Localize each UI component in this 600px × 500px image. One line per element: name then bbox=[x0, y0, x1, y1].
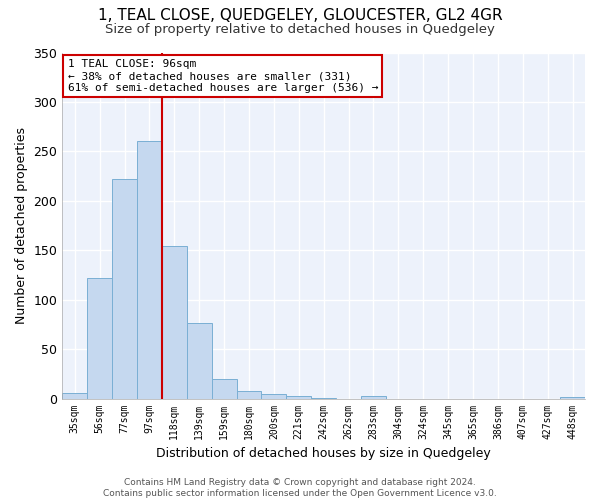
Bar bbox=[87, 278, 112, 398]
Bar bbox=[62, 392, 87, 398]
Bar bbox=[286, 396, 311, 398]
Bar bbox=[560, 396, 585, 398]
Bar bbox=[236, 390, 262, 398]
Text: Size of property relative to detached houses in Quedgeley: Size of property relative to detached ho… bbox=[105, 22, 495, 36]
Bar bbox=[162, 246, 187, 398]
Text: 1, TEAL CLOSE, QUEDGELEY, GLOUCESTER, GL2 4GR: 1, TEAL CLOSE, QUEDGELEY, GLOUCESTER, GL… bbox=[98, 8, 502, 22]
Bar bbox=[212, 379, 236, 398]
Bar bbox=[361, 396, 386, 398]
Bar bbox=[112, 179, 137, 398]
Text: 1 TEAL CLOSE: 96sqm
← 38% of detached houses are smaller (331)
61% of semi-detac: 1 TEAL CLOSE: 96sqm ← 38% of detached ho… bbox=[68, 60, 378, 92]
Text: Contains HM Land Registry data © Crown copyright and database right 2024.
Contai: Contains HM Land Registry data © Crown c… bbox=[103, 478, 497, 498]
Bar bbox=[137, 142, 162, 398]
Bar bbox=[187, 324, 212, 398]
X-axis label: Distribution of detached houses by size in Quedgeley: Distribution of detached houses by size … bbox=[156, 447, 491, 460]
Y-axis label: Number of detached properties: Number of detached properties bbox=[15, 127, 28, 324]
Bar bbox=[262, 394, 286, 398]
